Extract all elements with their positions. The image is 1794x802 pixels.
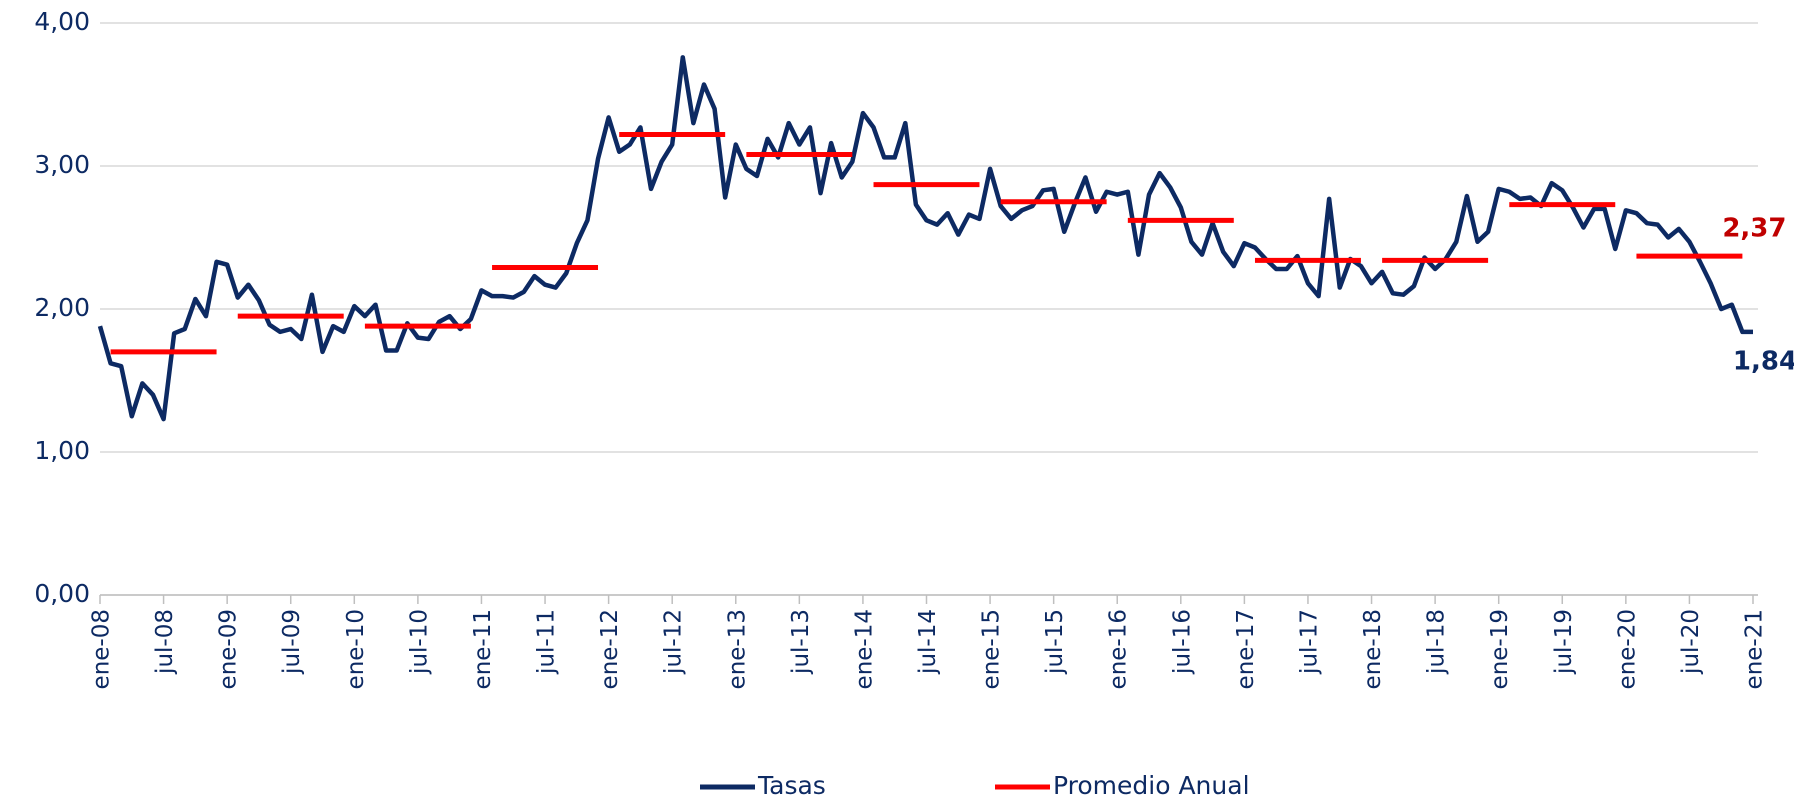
x-tick-label: jul-16 <box>1169 609 1195 675</box>
x-tick-label: ene-21 <box>1742 609 1768 689</box>
y-tick-label: 3,00 <box>34 150 90 179</box>
x-tick-label: ene-13 <box>724 609 750 689</box>
x-tick-label: ene-08 <box>89 609 115 689</box>
x-tick-label: jul-19 <box>1551 609 1577 675</box>
x-tick-label: ene-16 <box>1106 609 1132 689</box>
y-tick-label: 2,00 <box>34 293 90 322</box>
legend-label: Promedio Anual <box>1053 771 1250 800</box>
legend-label: Tasas <box>757 771 826 800</box>
x-tick-label: jul-11 <box>534 609 560 675</box>
x-tick-label: ene-20 <box>1614 609 1640 689</box>
x-tick-label: jul-20 <box>1678 609 1704 675</box>
x-tick-label: ene-10 <box>343 609 369 689</box>
x-tick-label: jul-09 <box>279 609 305 675</box>
x-tick-label: ene-09 <box>216 609 242 689</box>
series-line <box>97 55 1753 422</box>
y-tick-label: 0,00 <box>34 579 90 608</box>
x-tick-label: jul-10 <box>406 609 432 675</box>
x-tick-label: ene-17 <box>1233 609 1259 689</box>
x-tick-label: ene-14 <box>851 609 877 689</box>
data-label: 2,37 <box>1722 214 1786 244</box>
x-tick-label: ene-15 <box>979 609 1005 689</box>
x-tick-label: ene-12 <box>597 609 623 689</box>
x-tick-label: ene-11 <box>470 609 496 689</box>
x-tick-label: jul-15 <box>1042 609 1068 675</box>
x-tick-label: ene-19 <box>1487 609 1513 689</box>
x-tick-label: ene-18 <box>1360 609 1386 689</box>
x-tick-label: jul-18 <box>1424 609 1450 675</box>
x-tick-label: jul-12 <box>661 609 687 675</box>
data-label: 1,84 <box>1733 346 1794 376</box>
y-tick-label: 4,00 <box>34 7 90 36</box>
x-tick-label: jul-13 <box>788 609 814 675</box>
x-tick-label: jul-08 <box>152 609 178 675</box>
x-tick-label: jul-14 <box>915 609 941 675</box>
y-tick-label: 1,00 <box>34 436 90 465</box>
x-tick-label: jul-17 <box>1296 609 1322 675</box>
series-line <box>110 132 1743 355</box>
